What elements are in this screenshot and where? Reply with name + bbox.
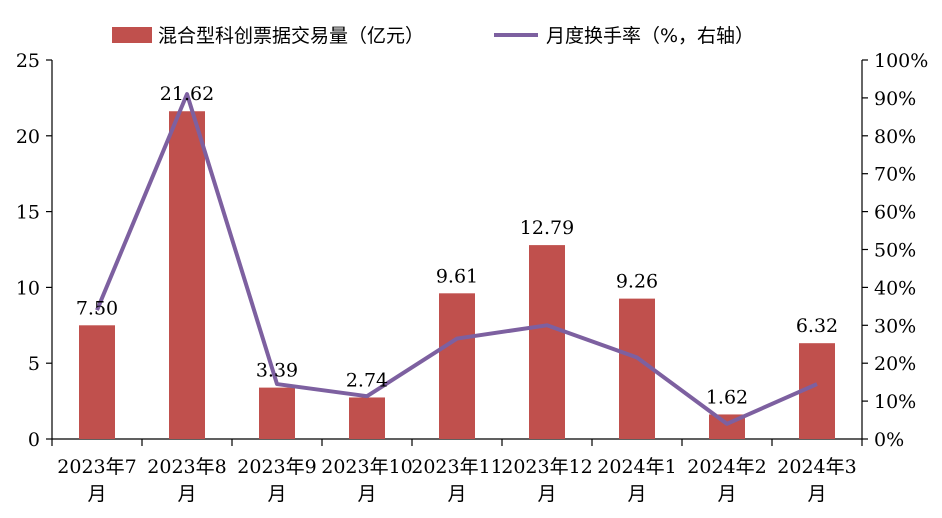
x-tick-label: 2024年3 xyxy=(777,456,856,478)
axes: 0 5 10 15 20 25 0% 10% 20% 30% 40% 50% 60% 70% 80% 90% 1… xyxy=(16,50,929,505)
y-left-tick-label: 0 xyxy=(28,429,40,451)
bar-data-label: 1.62 xyxy=(706,386,748,408)
bar xyxy=(169,111,205,440)
turnover-series-line xyxy=(95,92,818,426)
x-tick-label-line2: 月 xyxy=(717,483,736,505)
y-right-tick-label: 70% xyxy=(874,164,916,186)
x-tick-label-line2: 月 xyxy=(267,483,286,505)
bar xyxy=(439,293,475,439)
x-tick-label: 2023年8 xyxy=(147,456,226,478)
y-left-tick-label: 5 xyxy=(28,353,40,375)
x-tick-label: 2023年7 xyxy=(57,456,136,478)
y-left-tick-label: 10 xyxy=(16,277,40,299)
y-right-tick-label: 0% xyxy=(874,429,904,451)
bar xyxy=(349,397,385,439)
x-tick-label: 2023年10 xyxy=(321,456,413,478)
x-tick-label: 2023年9 xyxy=(237,456,316,478)
x-tick-label-line2: 月 xyxy=(447,483,466,505)
bars xyxy=(79,111,835,440)
x-tick-label-line2: 月 xyxy=(177,483,196,505)
bar-data-label: 7.50 xyxy=(76,297,118,319)
y-right-tick-label: 20% xyxy=(874,353,916,375)
y-right-tick-label: 60% xyxy=(874,202,916,224)
legend: 混合型科创票据交易量（亿元） 月度换手率（%，右轴） xyxy=(112,25,754,47)
y-left-tick-label: 20 xyxy=(16,126,40,148)
bar-data-label: 9.26 xyxy=(616,271,658,293)
y-right-tick-label: 30% xyxy=(874,315,916,337)
y-left-tick-label: 25 xyxy=(16,50,40,72)
data-labels: 7.50 21.62 3.39 2.74 9.61 12.79 9.26 1.62 6.32 xyxy=(76,83,838,408)
x-tick-label-line2: 月 xyxy=(627,483,646,505)
y-right-tick-label: 50% xyxy=(874,240,916,262)
bar xyxy=(529,245,565,439)
bar-data-label: 21.62 xyxy=(160,83,214,105)
y-right-tick-label: 80% xyxy=(874,126,916,148)
bar xyxy=(259,387,295,439)
turnover-line xyxy=(95,92,818,426)
x-tick-label: 2024年2 xyxy=(687,456,766,478)
bar-data-label: 2.74 xyxy=(346,369,388,391)
y-right-tick-label: 40% xyxy=(874,277,916,299)
x-tick-label: 2023年12 xyxy=(501,456,593,478)
bar-data-label: 6.32 xyxy=(796,315,838,337)
legend-bar-label: 混合型科创票据交易量（亿元） xyxy=(158,25,424,47)
y-right-tick-label: 10% xyxy=(874,391,916,413)
bar-data-label: 9.61 xyxy=(436,265,478,287)
x-tick-label-line2: 月 xyxy=(357,483,376,505)
x-tick-label: 2024年1 xyxy=(597,456,676,478)
x-tick-label-line2: 月 xyxy=(87,483,106,505)
legend-line-label: 月度换手率（%，右轴） xyxy=(546,25,754,47)
y-right-tick-label: 100% xyxy=(874,50,928,72)
y-right-tick-label: 90% xyxy=(874,88,916,110)
bar xyxy=(79,325,115,439)
legend-bar-swatch xyxy=(112,27,152,43)
x-tick-label-line2: 月 xyxy=(807,483,826,505)
x-tick-label: 2023年11 xyxy=(411,456,503,478)
y-left-tick-label: 15 xyxy=(16,202,40,224)
bar-data-label: 12.79 xyxy=(520,217,574,239)
x-tick-label-line2: 月 xyxy=(537,483,556,505)
bar-data-label: 3.39 xyxy=(256,360,298,382)
